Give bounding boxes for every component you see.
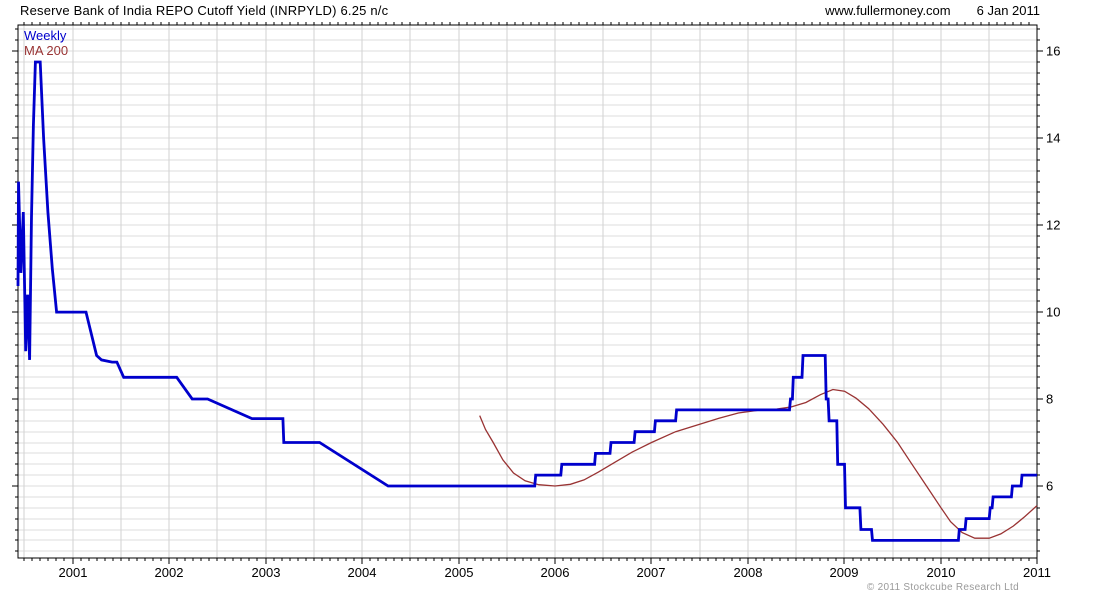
axis-labels-layer: 2001 2002 2003 2004 2005 2006 2007 2008 2009 2010… — [59, 44, 1061, 581]
y-axis-label: 14 — [1046, 131, 1060, 146]
plot-border — [17, 24, 1038, 559]
page-title: Reserve Bank of India REPO Cutoff Yield … — [20, 3, 389, 18]
x-axis-label: 2010 — [927, 565, 956, 580]
x-axis-label: 2007 — [637, 565, 666, 580]
x-axis-label: 2009 — [830, 565, 859, 580]
copyright-text: © 2011 Stockcube Research Ltd — [866, 582, 1019, 593]
x-axis-label: 2008 — [734, 565, 763, 580]
series-line-ma-200 — [479, 388, 1038, 539]
y-axis-label: 8 — [1046, 392, 1053, 407]
y-axis-label: 12 — [1046, 218, 1060, 233]
y-axis-label: 10 — [1046, 305, 1060, 320]
x-axis-label: 2005 — [445, 565, 474, 580]
x-axis-label: 2003 — [252, 565, 281, 580]
y-axis-label: 6 — [1046, 479, 1053, 494]
x-axis-label: 2004 — [348, 565, 377, 580]
header-right: www.fullermoney.com 6 Jan 2011 — [825, 3, 1040, 18]
series-layer — [16, 60, 1038, 542]
tick-layer — [12, 22, 1043, 564]
grid-layer — [18, 25, 1037, 558]
website-text: www.fullermoney.com — [825, 3, 951, 18]
x-axis-label: 2011 — [1023, 565, 1051, 580]
x-axis-label: 2006 — [541, 565, 570, 580]
plot-frame — [17, 24, 1038, 559]
date-text: 6 Jan 2011 — [976, 3, 1040, 18]
chart-legend: Weekly MA 200 — [24, 28, 68, 58]
legend-weekly-label: Weekly — [24, 28, 67, 43]
series-line-weekly — [16, 60, 1037, 542]
x-axis-label: 2002 — [155, 565, 184, 580]
y-axis-label: 16 — [1046, 44, 1060, 59]
legend-ma200-label: MA 200 — [24, 43, 69, 58]
x-axis-label: 2001 — [59, 565, 88, 580]
